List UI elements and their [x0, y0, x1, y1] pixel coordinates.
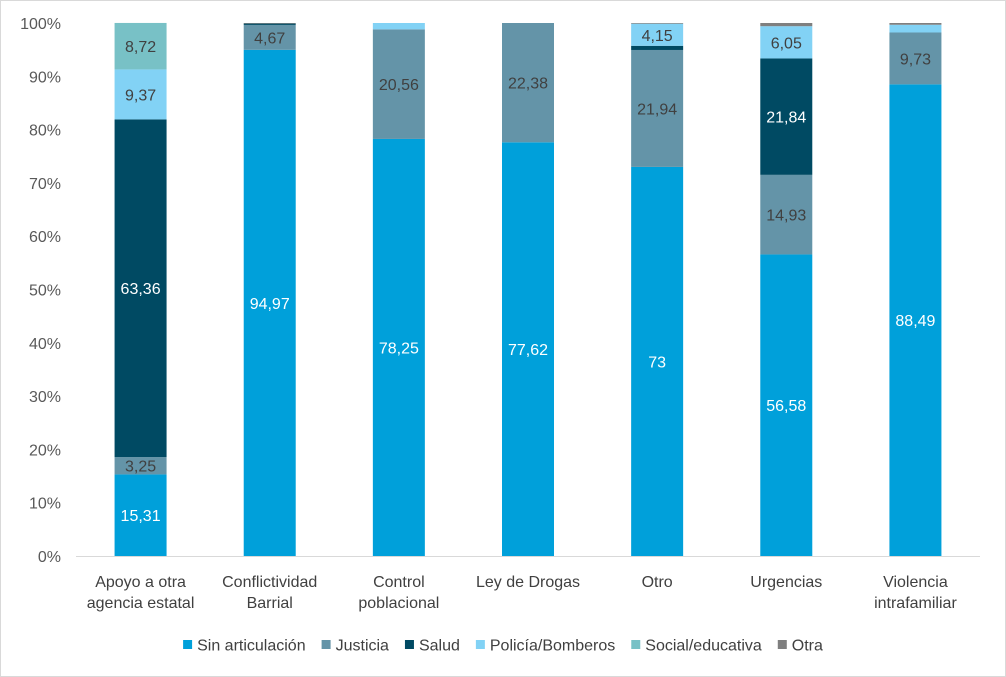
bar-segment: [243, 49, 296, 556]
bar-segment: [760, 254, 813, 557]
data-label: 21,94: [637, 101, 677, 118]
data-label: 3,25: [125, 459, 156, 476]
data-label: 9,37: [125, 87, 156, 104]
x-tick-label: Otro: [642, 574, 673, 591]
bar-segment: [114, 457, 167, 475]
legend-swatch: [631, 640, 641, 649]
x-tick-label: Apoyo a otra agencia estatal: [87, 574, 195, 612]
bar-segment: [889, 84, 942, 556]
data-label: 9,73: [900, 51, 931, 68]
bar-segment: [243, 23, 296, 24]
data-label: 15,31: [121, 508, 161, 525]
legend-swatch: [475, 640, 485, 649]
data-label: 4,67: [254, 30, 285, 47]
legend-label: Justicia: [336, 638, 389, 655]
y-tick-label: 100%: [20, 16, 61, 33]
bar-segment: [631, 49, 684, 167]
bar-segment: [631, 23, 684, 24]
legend-label: Policía/Bomberos: [490, 638, 615, 655]
bars: 15,31 3,25 63,36 9,37 8,72 94,97 4,67 78,25 20,5…: [114, 22, 942, 557]
x-axis: Apoyo a otra agencia estatal Conflictivida…: [76, 556, 980, 612]
bar-segment: [889, 23, 942, 25]
x-tick-label: Control poblacional: [358, 574, 439, 612]
data-label: 8,72: [125, 39, 156, 56]
bar-segment: [372, 29, 425, 139]
bar-segment: [760, 58, 813, 175]
bar-segment: [502, 23, 554, 143]
data-label: 20,56: [379, 77, 419, 94]
x-tick-label: Violencia intrafamiliar: [874, 574, 957, 612]
data-label: 88,49: [895, 313, 935, 330]
data-label: 22,38: [508, 76, 548, 93]
data-label: 14,93: [766, 208, 806, 225]
bar-segment: [760, 174, 813, 255]
bar-segment: [372, 23, 425, 30]
legend-label: Salud: [419, 638, 460, 655]
bar-segment: [114, 69, 167, 120]
y-tick-label: 10%: [29, 496, 61, 513]
legend-label: Social/educativa: [645, 638, 762, 655]
x-tick-label: Urgencias: [750, 574, 822, 591]
data-label: 73: [648, 354, 666, 371]
y-tick-label: 40%: [29, 336, 61, 353]
x-tick-label: Conflictividad Barrial: [222, 574, 317, 612]
bar-segment: [631, 45, 684, 50]
bar-segment: [889, 32, 942, 85]
data-label: 4,15: [642, 28, 673, 45]
bar-segment: [114, 474, 167, 556]
y-tick-label: 60%: [29, 229, 61, 246]
x-tick-label: Ley de Drogas: [476, 574, 580, 591]
y-tick-label: 50%: [29, 283, 61, 300]
bar-segment: [502, 142, 554, 556]
bar-segment: [372, 138, 425, 557]
legend-label: Sin articulación: [197, 638, 306, 655]
y-tick-label: 90%: [29, 69, 61, 86]
y-tick-label: 20%: [29, 442, 61, 459]
bar-segment: [631, 166, 684, 556]
bar-segment: [760, 23, 813, 27]
legend: Sin articulación Justicia Salud Policía/Bom…: [183, 638, 823, 655]
bar-segment: [243, 24, 296, 50]
bar-segment: [114, 22, 167, 70]
y-tick-label: 80%: [29, 123, 61, 140]
y-tick-label: 70%: [29, 176, 61, 193]
bar-segment: [114, 119, 167, 458]
legend-label: Otra: [792, 638, 823, 655]
legend-swatch: [777, 640, 787, 649]
data-label: 94,97: [250, 296, 290, 313]
data-label: 6,05: [771, 35, 802, 52]
legend-swatch: [321, 640, 331, 649]
legend-swatch: [183, 640, 193, 649]
data-label: 56,58: [766, 398, 806, 415]
bar-segment: [889, 24, 942, 33]
data-label: 21,84: [766, 110, 806, 127]
bar-segment: [760, 26, 813, 59]
data-label: 78,25: [379, 340, 419, 357]
bar-segment: [631, 23, 684, 46]
bar-segment: [243, 23, 296, 25]
y-axis: 0% 10% 20% 30% 40% 50% 60% 70% 80% 90% 100%: [20, 16, 61, 566]
data-label: 63,36: [121, 281, 161, 298]
y-tick-label: 0%: [38, 549, 61, 566]
data-label: 77,62: [508, 342, 548, 359]
legend-swatch: [404, 640, 414, 649]
y-tick-label: 30%: [29, 389, 61, 406]
